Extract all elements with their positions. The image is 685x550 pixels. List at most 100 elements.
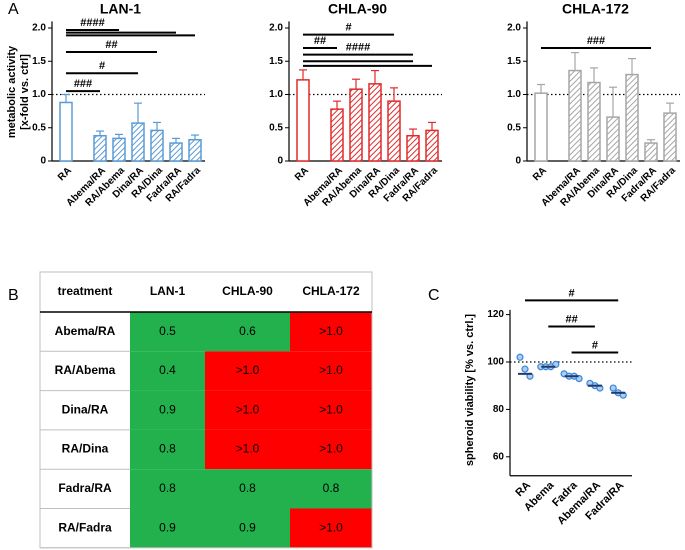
bar [349, 88, 363, 162]
table-cell: 0.6 [239, 324, 256, 338]
table-cell-bg [130, 351, 205, 391]
table-header: treatment [58, 284, 113, 298]
panel-label: B [8, 287, 19, 304]
table-cell-bg [130, 469, 205, 509]
bar [587, 81, 601, 162]
table-row-label: Fadra/RA [58, 481, 112, 495]
table-cell: >1.0 [236, 442, 260, 456]
y-tick-label: 0 [515, 156, 521, 167]
table-cell-bg [290, 508, 372, 548]
table-cell-bg [205, 429, 290, 470]
bar [169, 142, 183, 162]
bar [59, 101, 73, 162]
y-tick-label: 0.5 [507, 122, 521, 133]
bar [534, 92, 548, 162]
table-row-label: Dina/RA [62, 402, 109, 416]
y-tick-label: 1.0 [32, 89, 46, 100]
y-tick-label: 2.0 [32, 23, 46, 34]
y-tick-label: 120 [487, 309, 504, 320]
table-cell: 0.5 [159, 324, 176, 338]
significance-label: ### [587, 35, 605, 47]
bar [663, 112, 677, 162]
table-cell: 0.8 [159, 442, 176, 456]
table-cell: 0.9 [159, 520, 176, 534]
data-point [516, 353, 524, 361]
table-cell-bg [205, 390, 290, 430]
bar [387, 100, 401, 162]
chart-title: CHLA-90 [328, 1, 387, 17]
table-cell: >1.0 [319, 520, 343, 534]
y-tick-label: 1.5 [32, 56, 46, 67]
significance-label: # [345, 22, 351, 34]
y-tick-label: 0.5 [269, 122, 283, 133]
bar [188, 138, 202, 162]
data-point [521, 365, 529, 373]
table-cell-bg [290, 469, 372, 509]
bar [425, 129, 439, 162]
significance-label: #### [80, 17, 104, 29]
bar [406, 134, 420, 162]
panel-label: A [8, 1, 19, 18]
x-tick-label: RA [531, 165, 549, 183]
bar [150, 129, 164, 162]
significance-label: # [569, 287, 575, 299]
y-tick-label: 2.0 [507, 23, 521, 34]
panel-label: C [428, 287, 440, 304]
table-cell-bg [130, 429, 205, 470]
table-cell-bg [205, 469, 290, 509]
table-cell: >1.0 [319, 402, 343, 416]
table-cell: 0.8 [323, 481, 340, 495]
significance-label: ### [74, 78, 92, 90]
y-axis-label: [x-fold vs. ctrl] [19, 54, 31, 130]
table-cell: 0.4 [159, 363, 176, 377]
bar [606, 116, 620, 162]
bar [112, 137, 126, 162]
table-cell: 0.8 [239, 481, 256, 495]
table-cell: >1.0 [319, 442, 343, 456]
table-cell-bg [130, 508, 205, 548]
y-axis-label: spheroid viability [% vs. ctrl.] [464, 314, 476, 467]
table-cell-bg [130, 390, 205, 430]
bar [296, 79, 310, 162]
y-tick-label: 1.5 [507, 56, 521, 67]
bar [93, 134, 107, 162]
bar [330, 108, 344, 162]
table-border [39, 271, 373, 549]
y-tick-label: 1.5 [269, 56, 283, 67]
chart-title: CHLA-172 [562, 1, 629, 17]
table-cell-bg [205, 508, 290, 548]
table-header: CHLA-90 [222, 284, 273, 298]
y-tick-label: 1.0 [269, 89, 283, 100]
table-cell-bg [130, 312, 205, 352]
table-cell-bg [290, 351, 372, 391]
bar [131, 122, 145, 162]
significance-label: # [99, 60, 105, 72]
y-tick-label: 0 [40, 156, 46, 167]
y-tick-label: 0.5 [32, 122, 46, 133]
x-tick-label: RA [56, 165, 74, 183]
table-row-label: RA/Abema [55, 363, 116, 377]
table-cell: >1.0 [319, 324, 343, 338]
significance-label: ## [105, 39, 117, 51]
table-row-label: RA/Fadra [58, 520, 112, 534]
bar [644, 142, 658, 162]
table-row-label: Abema/RA [55, 324, 116, 338]
bar [625, 73, 639, 162]
significance-label: # [592, 339, 598, 351]
table-cell: 0.9 [159, 402, 176, 416]
table-cell-bg [290, 429, 372, 470]
significance-label: ## [314, 35, 326, 47]
table-cell-bg [205, 351, 290, 391]
x-tick-label: RA [293, 165, 311, 183]
table-cell: 0.8 [159, 481, 176, 495]
y-tick-label: 0 [277, 156, 283, 167]
bar [368, 83, 382, 162]
table-cell-bg [290, 390, 372, 430]
data-point [609, 384, 617, 392]
table-cell: 0.9 [239, 520, 256, 534]
y-tick-label: 80 [493, 404, 505, 415]
table-row-label: RA/Dina [62, 442, 109, 456]
table-cell: >1.0 [236, 363, 260, 377]
y-tick-label: 2.0 [269, 23, 283, 34]
